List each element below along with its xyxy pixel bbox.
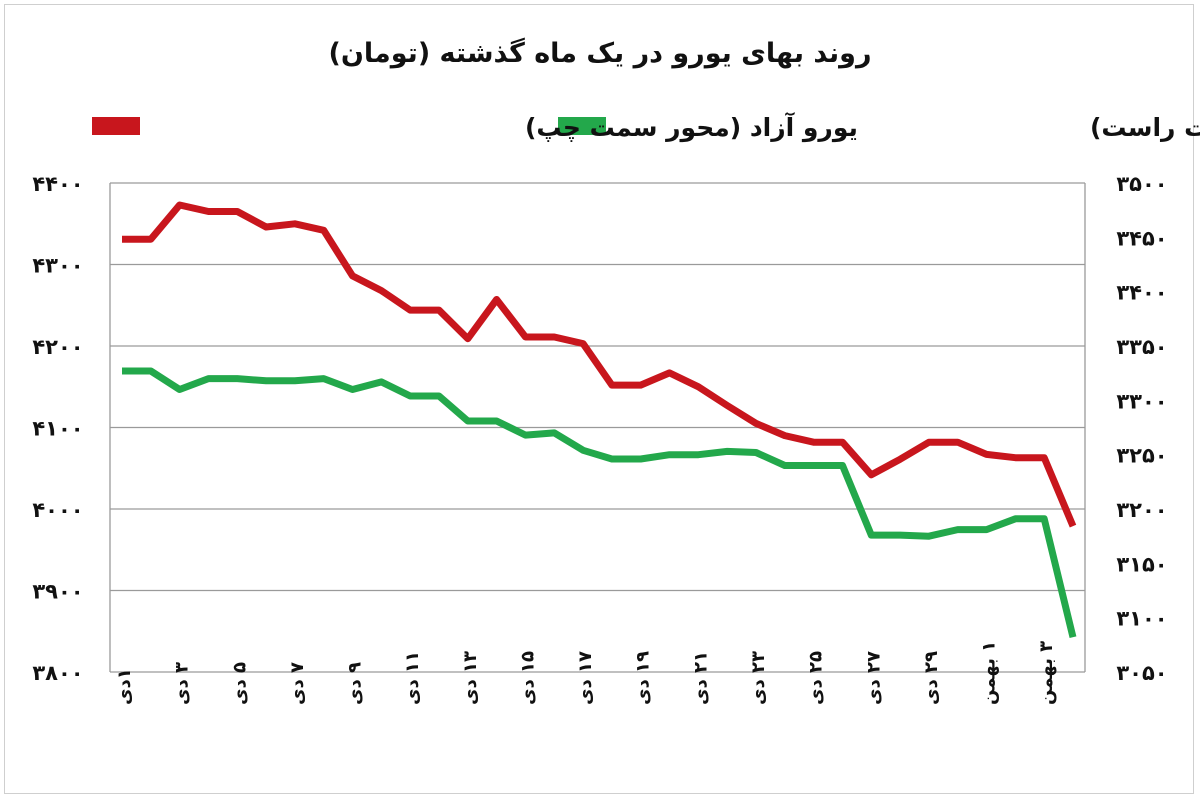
- y-left-tick-label: ۳۹۰۰: [32, 580, 83, 604]
- series-line-free-euro: [122, 201, 1077, 528]
- x-tick-label: ۱دی: [114, 668, 135, 705]
- y-left-tick-label: ۳۸۰۰: [32, 661, 83, 685]
- y-right-tick-label: ۳۴۰۰: [1116, 281, 1167, 305]
- x-tick-label: ۱۵ دی: [517, 651, 538, 705]
- x-axis: ۱دی ۳ دی ۵ دی ۷ دی ۹ دی ۱۱ دی ۱۳ دی ۱۵ دی ۱۷ دی ۱…: [114, 641, 1057, 705]
- legend-swatch-free: [92, 117, 140, 135]
- x-tick-label: ۹ دی: [345, 662, 366, 705]
- chart-title: روند بهای یورو در یک ماه گذشته (تومان): [329, 37, 872, 69]
- legend-label-official: یورو مبادله‌ای (محور سمت راست): [1090, 113, 1200, 143]
- x-tick-label: ۲۹ دی: [921, 651, 942, 705]
- y-axis-right: ۳۰۵۰ ۳۱۰۰ ۳۱۵۰ ۳۲۰۰ ۳۲۵۰ ۳۳۰۰ ۳۳۵۰ ۳۴۰۰ ۳۴۵۰ ۳۵۰۰: [1116, 172, 1167, 685]
- y-left-tick-label: ۴۴۰۰: [32, 172, 83, 196]
- x-tick-label: ۳ دی: [172, 662, 193, 705]
- x-tick-label: ۲۷ دی: [863, 651, 884, 705]
- y-right-tick-label: ۳۳۵۰: [1116, 335, 1167, 359]
- x-tick-label: ۲۱ دی: [690, 651, 711, 705]
- y-left-tick-label: ۴۱۰۰: [32, 417, 83, 441]
- chart-frame: [4, 4, 1194, 794]
- x-tick-label: ۱ بهمن: [979, 641, 1000, 705]
- y-right-tick-label: ۳۲۰۰: [1116, 498, 1167, 522]
- y-left-tick-label: ۴۰۰۰: [32, 498, 83, 522]
- series-line-official-euro: [122, 367, 1077, 639]
- y-left-tick-label: ۴۲۰۰: [32, 335, 83, 359]
- x-tick-label: ۲۵ دی: [806, 651, 827, 705]
- legend-label-free: یورو آزاد (محور سمت چپ): [525, 112, 858, 143]
- y-right-tick-label: ۳۳۰۰: [1116, 389, 1167, 413]
- y-right-tick-label: ۳۱۰۰: [1116, 607, 1167, 631]
- plot-lines: [122, 201, 1077, 639]
- legend: یورو مبادله‌ای (محور سمت راست) یورو آزاد…: [92, 112, 1200, 143]
- axes: [109, 183, 1086, 672]
- y-right-tick-label: ۳۴۵۰: [1116, 226, 1167, 250]
- y-right-tick-label: ۳۵۰۰: [1116, 172, 1167, 196]
- x-tick-label: ۷ دی: [287, 662, 308, 705]
- x-tick-label: ۳ بهمن: [1036, 641, 1057, 705]
- legend-swatch-official: [558, 117, 606, 135]
- x-tick-label: ۱۹ دی: [633, 651, 654, 705]
- grid: [110, 182, 1085, 673]
- y-right-tick-label: ۳۰۵۰: [1116, 661, 1167, 685]
- y-axis-left: ۳۸۰۰ ۳۹۰۰ ۴۰۰۰ ۴۱۰۰ ۴۲۰۰ ۴۳۰۰ ۴۴۰۰: [32, 172, 83, 685]
- x-tick-label: ۵ دی: [229, 662, 250, 705]
- y-right-tick-label: ۳۱۵۰: [1116, 552, 1167, 576]
- y-left-tick-label: ۴۳۰۰: [32, 254, 83, 278]
- x-tick-label: ۱۷ دی: [575, 651, 596, 705]
- x-tick-label: ۲۳ دی: [748, 651, 769, 705]
- x-tick-label: ۱۱ دی: [402, 651, 423, 705]
- x-tick-label: ۱۳ دی: [460, 651, 481, 705]
- y-right-tick-label: ۳۲۵۰: [1116, 444, 1167, 468]
